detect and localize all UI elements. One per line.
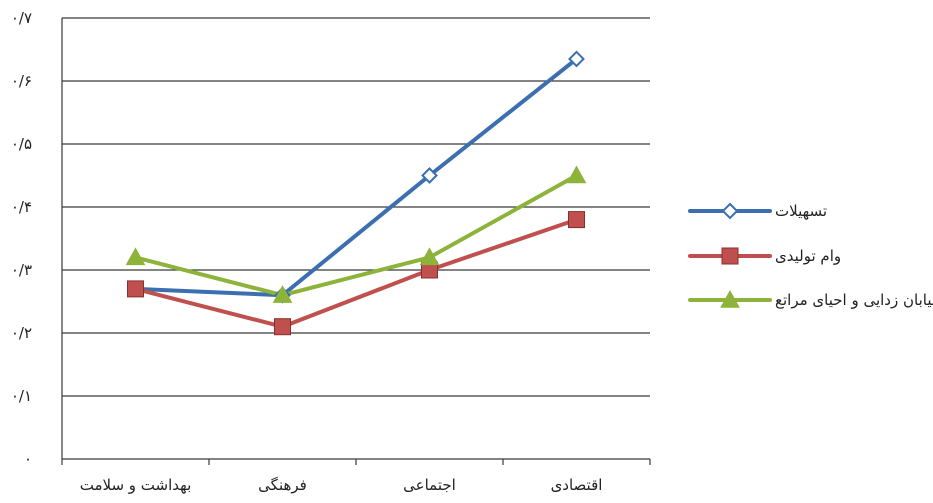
legend-item-1: تسهیلات	[688, 202, 827, 220]
diamond-marker	[568, 50, 585, 68]
series-2-points	[127, 211, 585, 336]
y-tick-label: ۰/۲	[11, 324, 32, 342]
legend-item-3: بیابان زدایی و احیای مراتع	[688, 289, 933, 309]
series-line	[133, 217, 579, 329]
triangle-marker	[272, 285, 293, 303]
series-line	[133, 56, 579, 298]
triangle-marker	[125, 247, 146, 266]
square-marker	[721, 247, 739, 265]
x-category-label: بهداشت و سلامت	[80, 476, 192, 494]
triangle-marker	[419, 247, 440, 266]
y-tick-label: ۰	[24, 450, 32, 468]
square-marker	[568, 211, 585, 229]
legend: تسهیلات وام تولیدی بیابان زدایی و احیای مر…	[688, 202, 933, 309]
series-1	[133, 56, 579, 298]
legend-label: بیابان زدایی و احیای مراتع	[775, 291, 933, 309]
y-tick-label: ۰/۱	[11, 387, 32, 405]
legend-label: تسهیلات	[775, 202, 827, 220]
series-3-points	[125, 165, 587, 303]
y-tick-label: ۰/۳	[11, 261, 32, 279]
square-marker	[127, 280, 144, 298]
triangle-marker	[720, 289, 740, 308]
square-marker	[274, 318, 291, 336]
series-1-points	[127, 50, 585, 304]
triangle-marker	[566, 165, 587, 184]
legend-label: وام تولیدی	[775, 247, 841, 265]
x-category-label: اقتصادی	[551, 476, 603, 494]
diamond-marker	[721, 202, 739, 220]
y-tick-label: ۰/۴	[11, 198, 32, 216]
diamond-marker	[421, 167, 438, 184]
x-category-label: فرهنگی	[258, 476, 307, 494]
x-category-label: اجتماعی	[403, 476, 456, 494]
series-2	[133, 217, 579, 329]
series-line	[133, 173, 579, 298]
y-tick-label: ۰/۵	[11, 135, 32, 153]
y-tick-label: ۰/۷	[11, 9, 32, 27]
axes: ۰ ۰/۱ ۰/۲ ۰/۳ ۰/۴ ۰/۵ ۰/۶ ۰/۷ بهداشت و سلامت فرهن…	[11, 9, 651, 494]
series-3	[133, 173, 579, 298]
legend-item-2: وام تولیدی	[688, 247, 841, 265]
y-tick-label: ۰/۶	[11, 72, 32, 90]
gridlines	[62, 17, 650, 397]
series-group	[125, 50, 587, 336]
